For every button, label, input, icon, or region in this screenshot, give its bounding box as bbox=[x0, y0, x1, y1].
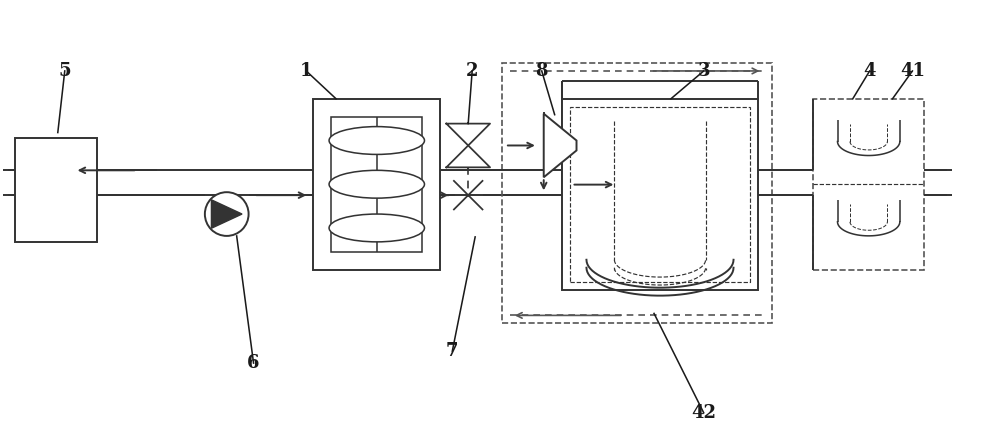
Polygon shape bbox=[211, 200, 242, 228]
Polygon shape bbox=[446, 145, 490, 168]
Text: 1: 1 bbox=[300, 62, 312, 80]
Bar bbox=[502, 63, 772, 324]
Bar bbox=[313, 99, 440, 270]
Text: 42: 42 bbox=[691, 404, 716, 422]
Circle shape bbox=[205, 192, 249, 236]
Ellipse shape bbox=[329, 126, 424, 154]
Polygon shape bbox=[446, 124, 490, 145]
Text: 6: 6 bbox=[247, 354, 260, 372]
Text: 4: 4 bbox=[863, 62, 876, 80]
Text: 41: 41 bbox=[900, 62, 925, 80]
Ellipse shape bbox=[329, 214, 424, 242]
Bar bbox=[813, 99, 924, 270]
Ellipse shape bbox=[329, 170, 424, 198]
Text: 7: 7 bbox=[446, 342, 459, 360]
Bar bbox=[331, 117, 422, 252]
Polygon shape bbox=[544, 114, 577, 177]
Text: 8: 8 bbox=[535, 62, 548, 80]
Bar bbox=[562, 99, 758, 290]
Text: 3: 3 bbox=[697, 62, 710, 80]
Bar bbox=[15, 137, 97, 242]
Text: 5: 5 bbox=[58, 62, 71, 80]
Text: 2: 2 bbox=[466, 62, 478, 80]
Bar bbox=[570, 107, 750, 282]
